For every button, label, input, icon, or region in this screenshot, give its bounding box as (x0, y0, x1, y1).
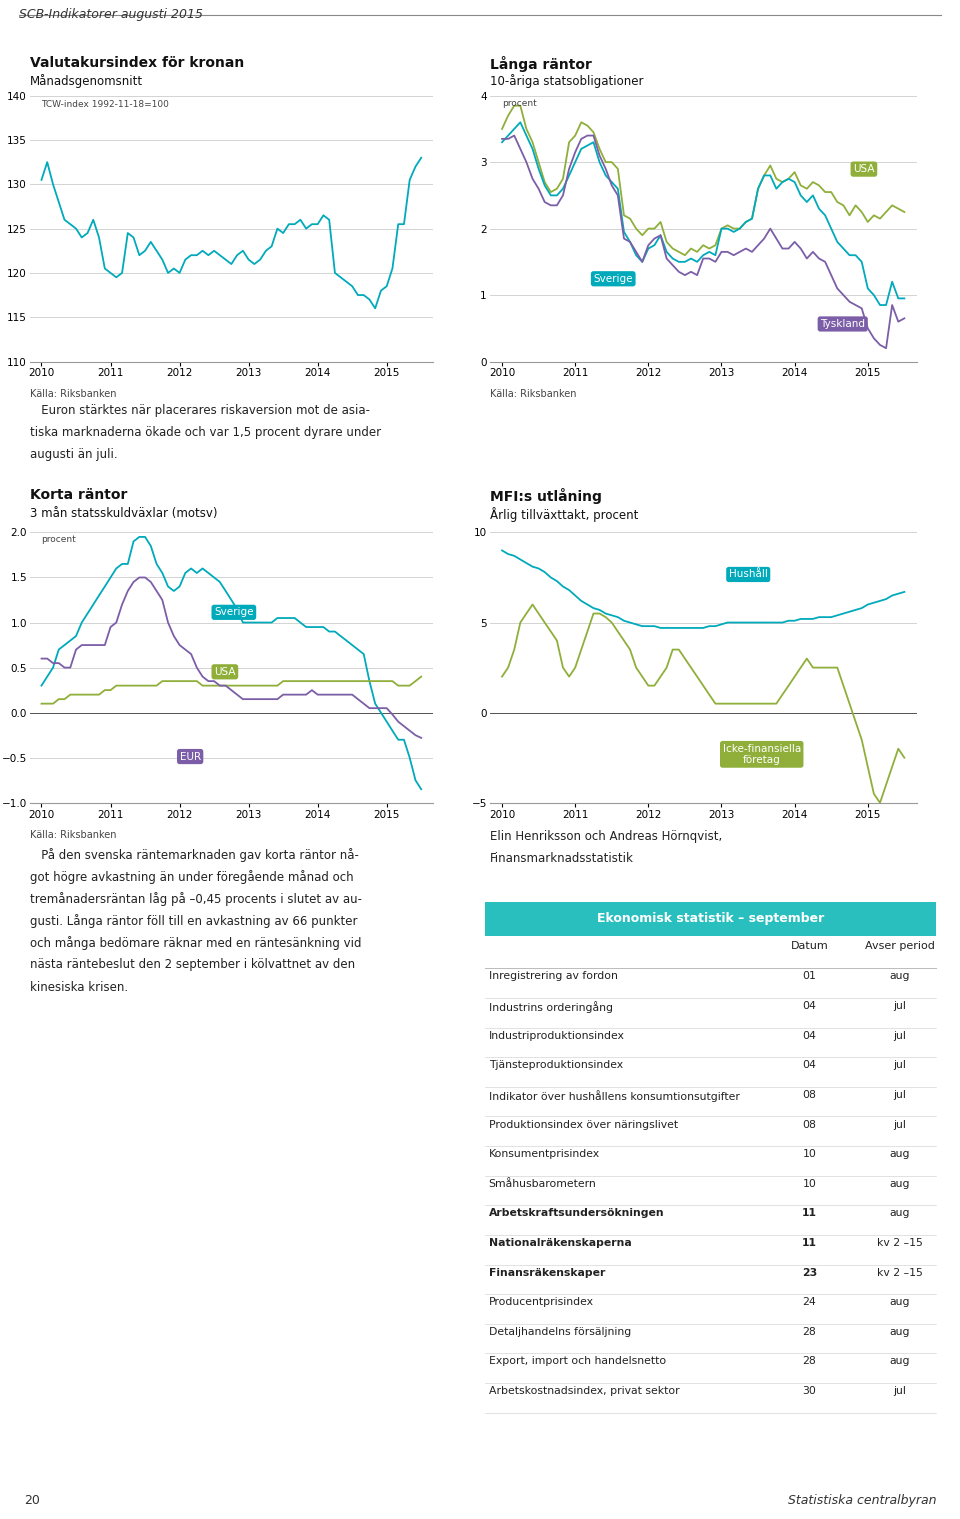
Text: Långa räntor: Långa räntor (490, 56, 591, 73)
Text: USA: USA (214, 667, 235, 677)
Text: Ekonomisk statistik – september: Ekonomisk statistik – september (597, 913, 824, 925)
Text: kv 2 –15: kv 2 –15 (876, 1268, 923, 1277)
Text: Valutakursindex för kronan: Valutakursindex för kronan (30, 56, 244, 70)
Text: nästa räntebeslut den 2 september i kölvattnet av den: nästa räntebeslut den 2 september i kölv… (30, 958, 355, 972)
Text: Euron stärktes när placerares riskaversion mot de asia-: Euron stärktes när placerares riskaversi… (30, 404, 370, 418)
Text: Icke-finansiella
företag: Icke-finansiella företag (723, 743, 801, 766)
Text: 04: 04 (803, 1060, 816, 1071)
Text: gusti. Långa räntor föll till en avkastning av 66 punkter: gusti. Långa räntor föll till en avkastn… (30, 914, 357, 928)
Text: aug: aug (889, 1209, 910, 1218)
Text: Export, import och handelsnetto: Export, import och handelsnetto (489, 1356, 666, 1367)
Text: 20: 20 (24, 1493, 40, 1507)
Text: och många bedömare räknar med en räntesänkning vid: och många bedömare räknar med en räntesä… (30, 936, 361, 951)
Text: aug: aug (889, 1150, 910, 1159)
Text: 11: 11 (802, 1238, 817, 1249)
Text: 01: 01 (803, 972, 816, 981)
Text: 10: 10 (803, 1179, 816, 1189)
Text: kinesiska krisen.: kinesiska krisen. (30, 981, 128, 993)
Text: TCW-index 1992-11-18=100: TCW-index 1992-11-18=100 (41, 100, 169, 109)
Text: Småhusbarometern: Småhusbarometern (489, 1179, 596, 1189)
Text: 30: 30 (803, 1387, 816, 1396)
Text: Tyskland: Tyskland (820, 319, 865, 330)
Text: Industrins orderingång: Industrins orderingång (489, 1001, 612, 1013)
Text: jul: jul (893, 1120, 906, 1130)
Text: kv 2 –15: kv 2 –15 (876, 1238, 923, 1249)
Text: 23: 23 (802, 1268, 817, 1277)
Text: Källa: Riksbanken: Källa: Riksbanken (30, 389, 116, 399)
Text: På den svenska räntemarknaden gav korta räntor nå-: På den svenska räntemarknaden gav korta … (30, 849, 359, 863)
Text: Arbetskostnadsindex, privat sektor: Arbetskostnadsindex, privat sektor (489, 1387, 680, 1396)
Text: Årlig tillväxttakt, procent: Årlig tillväxttakt, procent (490, 507, 638, 521)
Text: Indikator över hushållens konsumtionsutgifter: Indikator över hushållens konsumtionsutg… (489, 1091, 739, 1101)
Text: Producentprisindex: Producentprisindex (489, 1297, 593, 1308)
Text: Industriproduktionsindex: Industriproduktionsindex (489, 1031, 625, 1041)
Text: SCB-Indikatorer augusti 2015: SCB-Indikatorer augusti 2015 (19, 8, 204, 21)
Text: Sverige: Sverige (214, 608, 253, 617)
Text: Nationalräkenskaperna: Nationalräkenskaperna (489, 1238, 632, 1249)
Text: Tjänsteproduktionsindex: Tjänsteproduktionsindex (489, 1060, 623, 1071)
Text: jul: jul (893, 1031, 906, 1041)
Text: 10-åriga statsobligationer: 10-åriga statsobligationer (490, 74, 643, 88)
Text: Finansmarknadsstatistik: Finansmarknadsstatistik (490, 852, 634, 866)
Text: Produktionsindex över näringslivet: Produktionsindex över näringslivet (489, 1120, 678, 1130)
Text: Källa: Riksbanken: Källa: Riksbanken (30, 829, 116, 840)
Text: aug: aug (889, 1356, 910, 1367)
Text: jul: jul (893, 1091, 906, 1100)
Text: Arbetskraftsundersökningen: Arbetskraftsundersökningen (489, 1209, 664, 1218)
Text: Källa: Riksbanken: Källa: Riksbanken (490, 389, 576, 399)
Text: Elin Henriksson och Andreas Hörnqvist,: Elin Henriksson och Andreas Hörnqvist, (490, 829, 722, 843)
Text: 08: 08 (803, 1091, 816, 1100)
Text: MFI:s utlåning: MFI:s utlåning (490, 489, 602, 504)
Text: 28: 28 (803, 1328, 816, 1337)
Text: Datum: Datum (790, 942, 828, 951)
Text: 28: 28 (803, 1356, 816, 1367)
Text: Hushåll: Hushåll (729, 570, 768, 579)
Text: Avser period: Avser period (865, 942, 934, 951)
Text: jul: jul (893, 1001, 906, 1012)
Text: augusti än juli.: augusti än juli. (30, 448, 117, 462)
Text: 11: 11 (802, 1209, 817, 1218)
Text: aug: aug (889, 972, 910, 981)
Text: aug: aug (889, 1328, 910, 1337)
Text: 3 mån statsskuldväxlar (motsv): 3 mån statsskuldväxlar (motsv) (30, 507, 217, 519)
Text: Statistiska centralbyran: Statistiska centralbyran (787, 1493, 936, 1507)
Text: 04: 04 (803, 1001, 816, 1012)
Text: aug: aug (889, 1297, 910, 1308)
Text: USA: USA (853, 164, 875, 175)
Text: Finansräkenskaper: Finansräkenskaper (489, 1268, 605, 1277)
Text: EUR: EUR (180, 752, 201, 761)
Text: 10: 10 (803, 1150, 816, 1159)
Text: jul: jul (893, 1060, 906, 1071)
Text: Konsumentprisindex: Konsumentprisindex (489, 1150, 600, 1159)
Text: tiska marknaderna ökade och var 1,5 procent dyrare under: tiska marknaderna ökade och var 1,5 proc… (30, 427, 381, 439)
Text: got högre avkastning än under föregående månad och: got högre avkastning än under föregående… (30, 870, 353, 884)
Text: procent: procent (41, 535, 76, 544)
Text: Korta räntor: Korta räntor (30, 489, 127, 503)
Text: 24: 24 (803, 1297, 816, 1308)
Text: Sverige: Sverige (593, 273, 633, 284)
Text: Månadsgenomsnitt: Månadsgenomsnitt (30, 74, 143, 88)
Text: Detaljhandelns försäljning: Detaljhandelns försäljning (489, 1328, 631, 1337)
Text: 04: 04 (803, 1031, 816, 1041)
Text: tremånadersräntan låg på –0,45 procents i slutet av au-: tremånadersräntan låg på –0,45 procents … (30, 893, 362, 907)
Text: Inregistrering av fordon: Inregistrering av fordon (489, 972, 617, 981)
Text: aug: aug (889, 1179, 910, 1189)
Text: jul: jul (893, 1387, 906, 1396)
Text: 08: 08 (803, 1120, 816, 1130)
Text: procent: procent (502, 99, 537, 108)
